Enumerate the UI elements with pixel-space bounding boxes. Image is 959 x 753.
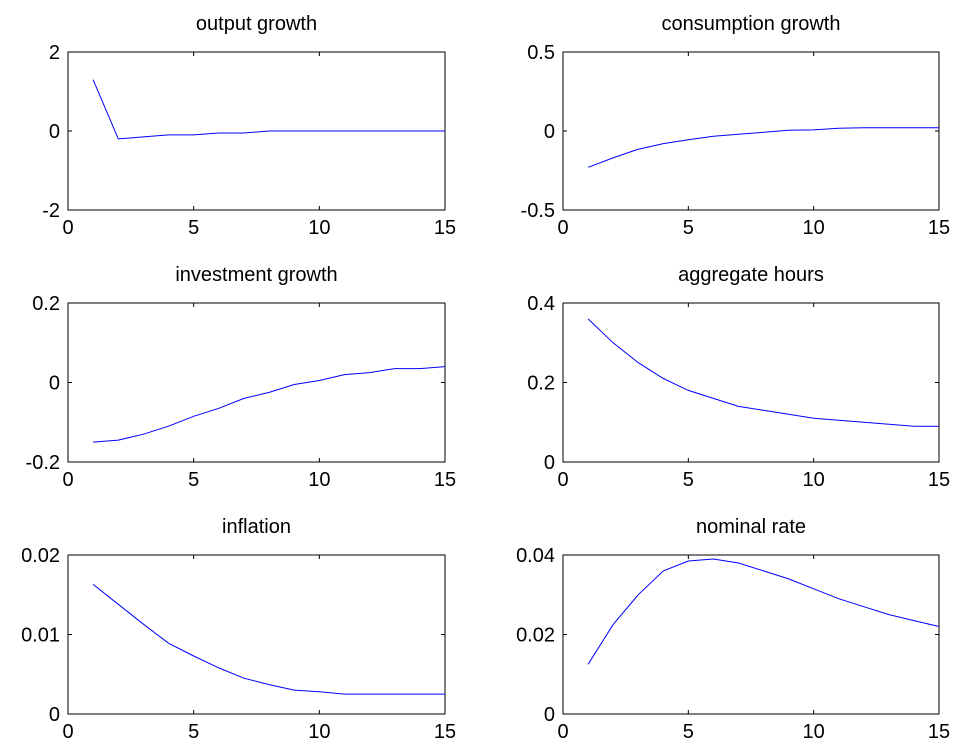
y-tick-label: 0.4 xyxy=(527,293,555,315)
axes-frame xyxy=(562,302,940,463)
y-tick-label: -0.5 xyxy=(521,200,555,222)
x-tick-label: 10 xyxy=(803,469,825,491)
y-tick-label: -0.2 xyxy=(26,452,60,474)
y-tick-label: 0.2 xyxy=(527,373,555,395)
x-tick-label: 10 xyxy=(308,469,330,491)
y-tick-label: 0.2 xyxy=(32,293,60,315)
x-tick-label: 15 xyxy=(928,721,950,743)
y-tick-label: 0.02 xyxy=(516,625,555,647)
subplot-nominal-rate: 0 5 10 15 0 0.02 0.04 nominal rate xyxy=(516,516,950,743)
x-tick-label: 0 xyxy=(557,721,568,743)
x-tick-label: 5 xyxy=(683,469,694,491)
y-tick-label: 0.5 xyxy=(527,42,555,64)
y-tick-label: -2 xyxy=(42,200,60,222)
y-tick-label: 0 xyxy=(544,704,555,726)
x-tick-label: 0 xyxy=(557,217,568,239)
subplot-title: aggregate hours xyxy=(678,264,824,286)
y-tick-label: 0 xyxy=(49,373,60,395)
subplot-title: consumption growth xyxy=(662,13,841,35)
subplot-aggregate-hours: 0 5 10 15 0 0.2 0.4 aggregate hours xyxy=(527,264,950,491)
x-tick-label: 10 xyxy=(308,721,330,743)
x-tick-label: 5 xyxy=(683,721,694,743)
series-line-output-growth xyxy=(92,79,445,140)
x-tick-label: 10 xyxy=(308,217,330,239)
y-tick-label: 0.02 xyxy=(21,545,60,567)
subplot-title: nominal rate xyxy=(696,516,806,538)
series-line-aggregate-hours xyxy=(587,318,939,427)
x-tick-label: 15 xyxy=(434,721,456,743)
y-tick-label: 2 xyxy=(49,42,60,64)
x-tick-label: 15 xyxy=(928,217,950,239)
x-tick-label: 5 xyxy=(188,217,199,239)
x-tick-label: 5 xyxy=(683,217,694,239)
subplot-title: investment growth xyxy=(175,264,337,286)
x-tick-label: 10 xyxy=(803,217,825,239)
x-tick-label: 15 xyxy=(434,469,456,491)
x-tick-label: 0 xyxy=(62,217,73,239)
y-tick-label: 0.01 xyxy=(21,625,60,647)
subplot-title: inflation xyxy=(222,516,291,538)
subplot-title: output growth xyxy=(196,13,317,35)
series-line-inflation xyxy=(92,584,445,695)
x-tick-label: 0 xyxy=(62,721,73,743)
x-tick-label: 5 xyxy=(188,469,199,491)
y-tick-label: 0 xyxy=(544,121,555,143)
y-tick-label: 0 xyxy=(544,452,555,474)
y-tick-label: 0 xyxy=(49,704,60,726)
subplot-inflation: 0 5 10 15 0 0.01 0.02 inflation xyxy=(21,516,456,743)
x-tick-label: 0 xyxy=(557,469,568,491)
x-tick-label: 15 xyxy=(434,217,456,239)
series-line-nominal-rate xyxy=(587,558,940,665)
x-tick-label: 15 xyxy=(928,469,950,491)
y-tick-label: 0.04 xyxy=(516,545,555,567)
axes-frame xyxy=(562,51,940,211)
y-tick-label: 0 xyxy=(49,121,60,143)
x-tick-label: 10 xyxy=(803,721,825,743)
axes-frame xyxy=(67,554,446,715)
x-tick-label: 5 xyxy=(188,721,199,743)
series-line-investment-growth xyxy=(93,366,446,443)
series-line-consumption-growth xyxy=(587,127,939,168)
x-tick-label: 0 xyxy=(62,469,73,491)
axes-frame xyxy=(562,554,940,715)
